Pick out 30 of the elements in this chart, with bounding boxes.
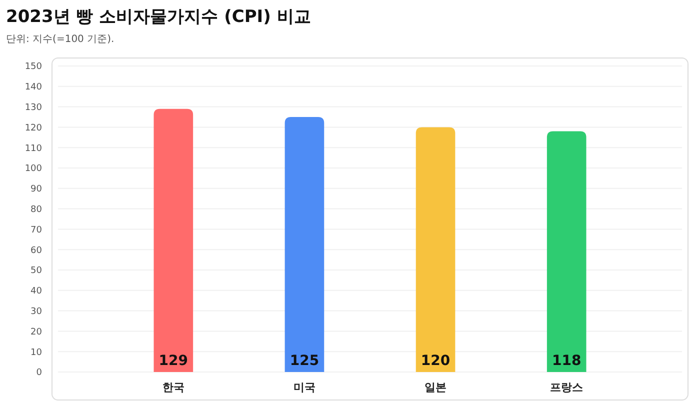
y-tick-label: 140: [24, 82, 42, 93]
bar: [546, 131, 586, 372]
y-tick-label: 50: [30, 266, 42, 276]
data-label: 125: [290, 353, 320, 369]
y-tick-label: 0: [36, 368, 42, 378]
y-tick-label: 30: [30, 306, 42, 317]
chart-subtitle: 단위: 지수(=100 기준).: [6, 34, 114, 45]
y-tick-label: 80: [30, 204, 42, 215]
bar: [154, 108, 194, 372]
data-label: 129: [158, 353, 188, 369]
y-tick-label: 90: [30, 184, 42, 195]
x-tick-label: 미국: [293, 381, 316, 394]
y-tick-label: 70: [30, 225, 42, 236]
chart-title: 2023년 빵 소비자물가지수 (CPI) 비교: [6, 7, 311, 27]
data-label: 118: [552, 353, 582, 369]
y-tick-label: 40: [30, 286, 42, 297]
y-tick-label: 100: [24, 164, 42, 174]
y-tick-label: 120: [24, 123, 42, 134]
x-tick-label: 한국: [162, 381, 184, 394]
y-tick-label: 60: [30, 246, 42, 256]
data-label: 120: [420, 353, 450, 369]
y-tick-label: 110: [24, 144, 42, 154]
y-tick-label: 150: [24, 62, 42, 72]
x-tick-label: 일본: [424, 381, 447, 394]
y-tick-label: 10: [30, 348, 42, 358]
x-tick-label: 프랑스: [550, 381, 584, 394]
y-tick-label: 20: [30, 327, 42, 338]
bar: [416, 127, 456, 372]
bar: [284, 117, 324, 372]
y-tick-label: 130: [24, 102, 42, 113]
